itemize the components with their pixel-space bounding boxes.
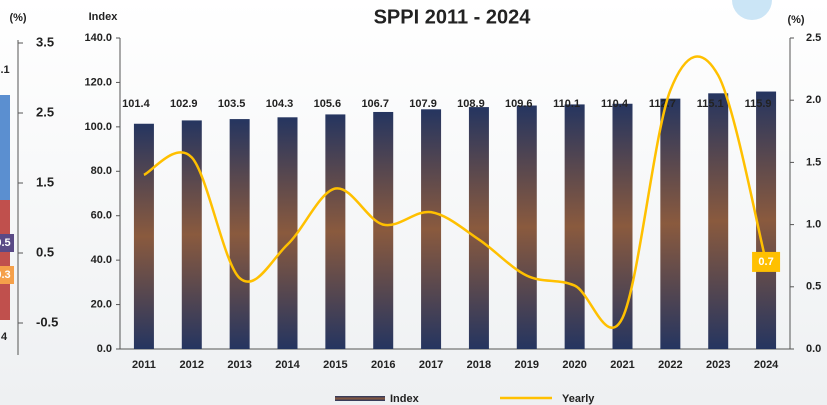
y-tick-label: 120.0 <box>84 76 112 88</box>
value-label: 108.9 <box>457 98 485 110</box>
label-box <box>752 251 781 272</box>
annotation: 0.3 <box>0 269 11 281</box>
value-label: 104.3 <box>266 98 294 110</box>
bar <box>660 98 681 350</box>
y-tick-label: 140.0 <box>84 32 112 44</box>
bar <box>373 111 394 349</box>
y2-tick-label: 1.0 <box>806 219 821 231</box>
y-tick-label: 20.0 <box>91 298 112 310</box>
y-axis-label: Index <box>89 11 119 23</box>
value-label: 112.7 <box>649 98 676 110</box>
bar <box>277 117 298 350</box>
value-label: 102.9 <box>170 98 198 110</box>
x-tick-label: 2012 <box>180 359 204 371</box>
legend-swatch <box>335 396 385 401</box>
value-label: 105.6 <box>314 98 342 110</box>
x-tick-label: 2023 <box>706 359 730 371</box>
y-tick-label: 3.5 <box>36 34 54 49</box>
bar <box>229 119 250 349</box>
value-label: 106.7 <box>361 98 389 110</box>
y2-tick-label: 0.0 <box>806 343 821 355</box>
x-tick-label: 2024 <box>754 359 779 371</box>
legend-label: Yearly <box>562 393 595 405</box>
x-tick-label: 2013 <box>227 359 251 371</box>
bar <box>421 109 442 349</box>
y-axis-label: (%) <box>9 12 26 24</box>
value-label: 110.1 <box>553 98 580 110</box>
label-box <box>0 234 14 252</box>
bar <box>133 123 154 349</box>
value-label: 110.4 <box>601 98 629 110</box>
y-tick-label: 0.5 <box>36 244 54 259</box>
line <box>143 55 768 329</box>
x-tick-label: 2018 <box>467 359 491 371</box>
x-tick-label: 2016 <box>371 359 395 371</box>
annotation: 0.5 <box>0 237 11 249</box>
value-label: 0.7 <box>758 256 773 268</box>
y2-axis-label: (%) <box>787 14 804 26</box>
value-label: 115.1 <box>697 98 724 110</box>
y2-tick-label: 2.0 <box>806 94 821 106</box>
value-label: 115.9 <box>745 98 772 110</box>
bar <box>325 114 346 349</box>
y-tick-label: 100.0 <box>84 121 112 133</box>
bar <box>181 120 202 349</box>
y-tick-label: -0.5 <box>36 314 58 329</box>
x-tick-label: 2021 <box>610 359 634 371</box>
bar <box>468 107 489 349</box>
y2-tick-label: 1.5 <box>806 156 821 168</box>
value-label: 103.5 <box>218 98 246 110</box>
y2-tick-label: 0.5 <box>806 281 821 293</box>
value-label: 109.6 <box>505 98 533 110</box>
bar <box>708 93 729 349</box>
bar <box>0 200 10 320</box>
x-tick-label: 2019 <box>515 359 539 371</box>
y-tick-label: 40.0 <box>91 254 112 266</box>
decoration <box>732 0 772 20</box>
x-tick-label: 2014 <box>275 359 300 371</box>
x-tick-label: 2022 <box>658 359 682 371</box>
y-tick-label: 60.0 <box>91 210 112 222</box>
x-tick-label: 2020 <box>562 359 586 371</box>
annotation: 4 <box>1 331 8 343</box>
annotation: 6.1 <box>0 64 10 76</box>
y-tick-label: 2.5 <box>36 104 54 119</box>
y-tick-label: 1.5 <box>36 174 54 189</box>
bar <box>612 103 633 349</box>
y2-tick-label: 2.5 <box>806 32 821 44</box>
bar <box>516 105 537 349</box>
y-tick-label: 0.0 <box>97 343 112 355</box>
x-tick-label: 2017 <box>419 359 443 371</box>
legend-label: Index <box>390 393 420 405</box>
value-label: 101.4 <box>122 98 150 110</box>
x-tick-label: 2011 <box>132 359 156 371</box>
label-box <box>0 266 14 284</box>
chart-title: SPPI 2011 - 2024 <box>374 6 532 28</box>
y-tick-label: 80.0 <box>91 165 112 177</box>
bar <box>564 104 585 349</box>
bar <box>756 91 777 349</box>
value-label: 107.9 <box>409 98 437 110</box>
x-tick-label: 2015 <box>323 359 347 371</box>
